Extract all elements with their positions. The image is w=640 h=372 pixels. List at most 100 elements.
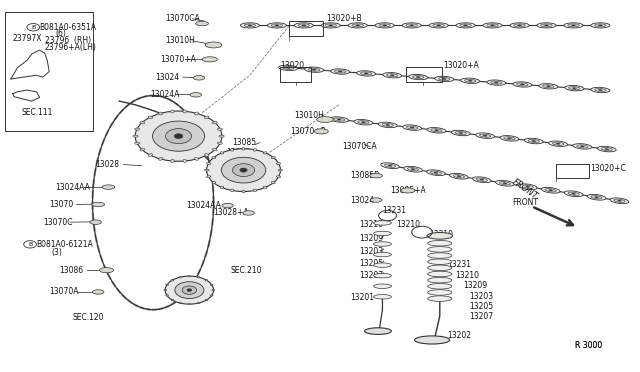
Ellipse shape	[591, 196, 602, 199]
Ellipse shape	[102, 185, 115, 189]
Circle shape	[182, 286, 196, 294]
Ellipse shape	[383, 25, 387, 26]
Ellipse shape	[205, 299, 207, 301]
Ellipse shape	[333, 118, 345, 121]
Text: 13207: 13207	[359, 271, 383, 280]
Ellipse shape	[210, 295, 213, 296]
Ellipse shape	[591, 23, 610, 28]
Ellipse shape	[374, 242, 392, 246]
Circle shape	[135, 111, 222, 161]
Ellipse shape	[547, 86, 550, 87]
Text: 13202: 13202	[447, 331, 472, 340]
Ellipse shape	[572, 87, 576, 89]
Bar	[280, 67, 311, 81]
Ellipse shape	[241, 23, 259, 28]
Ellipse shape	[595, 89, 606, 92]
Ellipse shape	[453, 174, 465, 178]
Ellipse shape	[90, 220, 101, 224]
Ellipse shape	[428, 283, 452, 289]
Ellipse shape	[508, 138, 511, 139]
Ellipse shape	[572, 25, 575, 26]
Ellipse shape	[491, 25, 495, 26]
Ellipse shape	[428, 240, 452, 246]
Ellipse shape	[500, 136, 519, 141]
Ellipse shape	[569, 87, 580, 90]
Ellipse shape	[472, 177, 491, 183]
Ellipse shape	[171, 159, 174, 162]
Ellipse shape	[460, 24, 471, 27]
Ellipse shape	[230, 149, 234, 151]
Ellipse shape	[450, 173, 468, 179]
Text: 13205: 13205	[469, 302, 493, 311]
Ellipse shape	[196, 21, 209, 26]
Ellipse shape	[263, 152, 267, 154]
Text: 13024AA: 13024AA	[56, 183, 90, 192]
Ellipse shape	[598, 89, 602, 90]
Ellipse shape	[93, 290, 104, 294]
Ellipse shape	[539, 84, 558, 89]
Ellipse shape	[572, 193, 575, 194]
Text: FRONT: FRONT	[511, 178, 540, 202]
Circle shape	[174, 134, 183, 139]
Ellipse shape	[410, 127, 414, 128]
Ellipse shape	[375, 23, 394, 28]
Ellipse shape	[358, 121, 369, 124]
Ellipse shape	[601, 148, 612, 151]
Ellipse shape	[427, 232, 452, 239]
Ellipse shape	[406, 24, 417, 27]
Text: 13210: 13210	[359, 220, 383, 229]
Ellipse shape	[541, 24, 552, 27]
Ellipse shape	[537, 23, 556, 28]
Ellipse shape	[524, 138, 543, 144]
Text: 13207: 13207	[469, 312, 493, 321]
Ellipse shape	[476, 178, 488, 182]
Text: 13070A: 13070A	[49, 288, 79, 296]
Ellipse shape	[243, 211, 254, 215]
Ellipse shape	[518, 25, 522, 26]
Ellipse shape	[428, 265, 452, 270]
Ellipse shape	[427, 170, 445, 176]
Ellipse shape	[171, 110, 174, 113]
Ellipse shape	[356, 25, 360, 26]
Ellipse shape	[205, 42, 222, 48]
Ellipse shape	[195, 157, 198, 160]
Bar	[406, 67, 442, 81]
Ellipse shape	[459, 132, 463, 134]
Bar	[4, 13, 93, 131]
Ellipse shape	[374, 252, 392, 257]
Ellipse shape	[271, 182, 275, 184]
Ellipse shape	[195, 112, 198, 115]
Text: R 3000: R 3000	[575, 341, 602, 350]
Text: 13010H: 13010H	[165, 36, 195, 45]
Text: 13203: 13203	[469, 292, 493, 301]
Ellipse shape	[207, 163, 211, 164]
Ellipse shape	[198, 302, 200, 304]
Text: 23796+A(LH): 23796+A(LH)	[45, 43, 97, 52]
Circle shape	[240, 168, 247, 172]
Ellipse shape	[597, 146, 616, 152]
Ellipse shape	[487, 24, 499, 27]
Ellipse shape	[148, 116, 152, 119]
Text: 13210: 13210	[396, 220, 420, 229]
Ellipse shape	[219, 135, 224, 137]
Ellipse shape	[360, 72, 372, 75]
Text: 13024: 13024	[156, 73, 180, 81]
Ellipse shape	[591, 87, 610, 93]
Text: 13070+A: 13070+A	[161, 55, 196, 64]
Ellipse shape	[188, 275, 190, 277]
Circle shape	[187, 289, 192, 292]
Ellipse shape	[438, 77, 450, 80]
Ellipse shape	[491, 81, 502, 84]
Ellipse shape	[171, 299, 173, 301]
Ellipse shape	[205, 116, 209, 119]
Ellipse shape	[514, 24, 525, 27]
Ellipse shape	[242, 148, 245, 150]
Ellipse shape	[435, 130, 438, 131]
Ellipse shape	[134, 128, 140, 130]
Circle shape	[165, 276, 214, 304]
Ellipse shape	[610, 198, 629, 203]
Ellipse shape	[148, 154, 152, 156]
Ellipse shape	[595, 197, 598, 198]
Ellipse shape	[386, 124, 390, 125]
Ellipse shape	[499, 182, 510, 185]
